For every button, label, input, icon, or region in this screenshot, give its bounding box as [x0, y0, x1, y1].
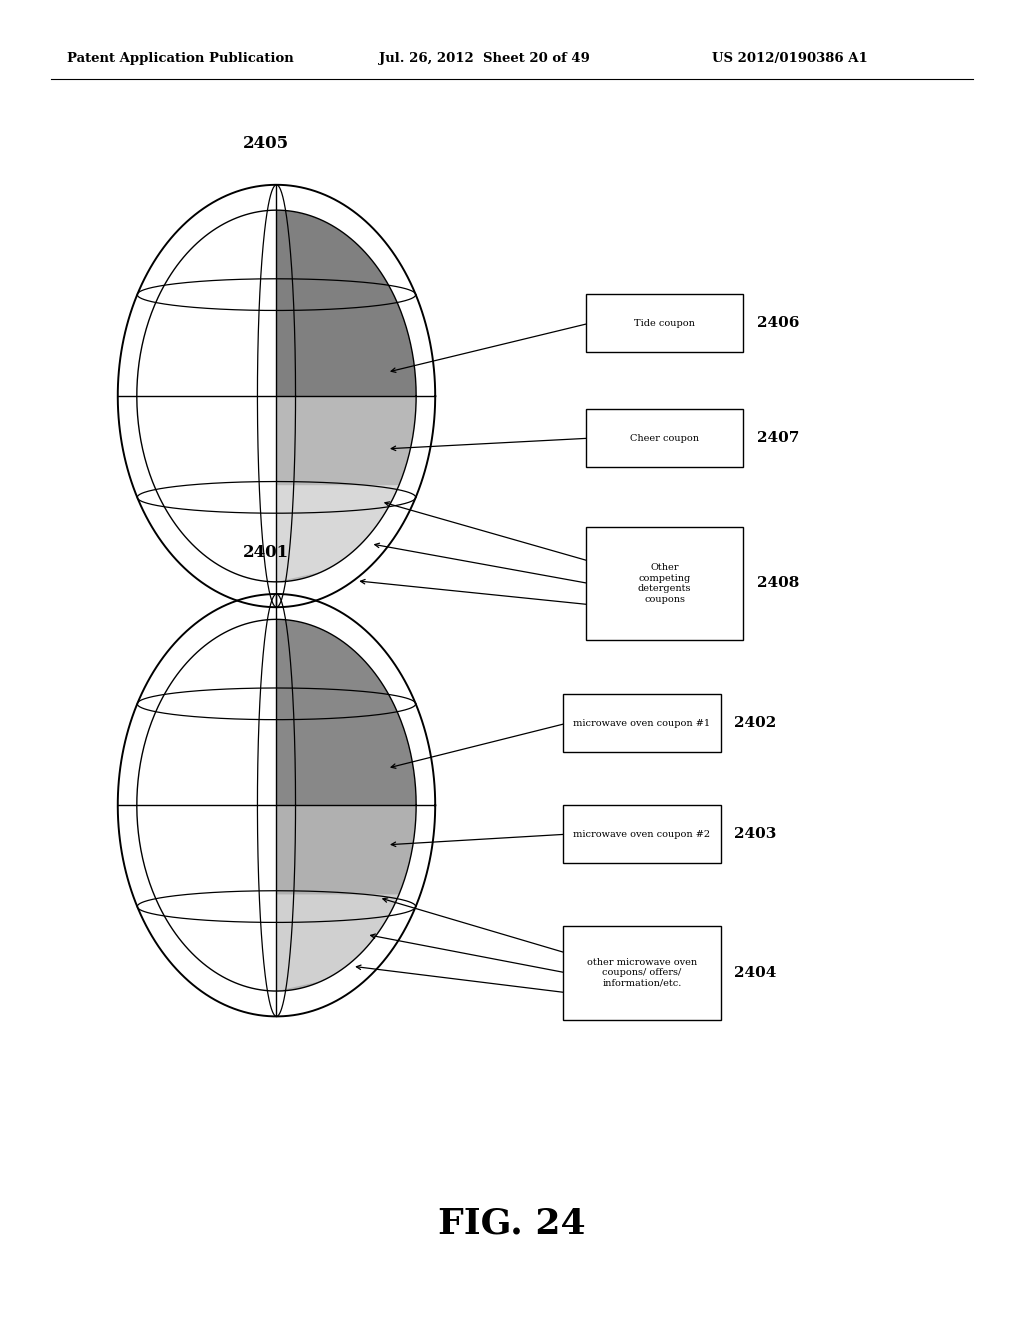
Polygon shape	[276, 895, 416, 991]
Text: Other
competing
detergents
coupons: Other competing detergents coupons	[638, 564, 691, 603]
Text: microwave oven coupon #1: microwave oven coupon #1	[573, 719, 711, 727]
Text: 2407: 2407	[757, 432, 799, 445]
FancyBboxPatch shape	[586, 527, 743, 640]
Text: 2408: 2408	[757, 577, 799, 590]
Text: 2403: 2403	[734, 828, 776, 841]
FancyBboxPatch shape	[586, 294, 743, 352]
Text: 2401: 2401	[243, 544, 290, 561]
FancyBboxPatch shape	[563, 927, 721, 1019]
Text: Patent Application Publication: Patent Application Publication	[67, 51, 293, 65]
Polygon shape	[276, 805, 416, 991]
Polygon shape	[276, 619, 416, 805]
Polygon shape	[276, 210, 416, 396]
Text: 2402: 2402	[734, 717, 776, 730]
Polygon shape	[276, 396, 416, 582]
Text: 2406: 2406	[757, 317, 799, 330]
FancyBboxPatch shape	[563, 694, 721, 752]
Text: Cheer coupon: Cheer coupon	[630, 434, 699, 442]
FancyBboxPatch shape	[586, 409, 743, 467]
Text: 2405: 2405	[243, 135, 290, 152]
Text: microwave oven coupon #2: microwave oven coupon #2	[573, 830, 711, 838]
Text: 2404: 2404	[734, 966, 776, 979]
Text: other microwave oven
coupons/ offers/
information/etc.: other microwave oven coupons/ offers/ in…	[587, 958, 697, 987]
FancyBboxPatch shape	[563, 805, 721, 863]
Text: FIG. 24: FIG. 24	[438, 1206, 586, 1241]
Text: Jul. 26, 2012  Sheet 20 of 49: Jul. 26, 2012 Sheet 20 of 49	[379, 51, 590, 65]
Text: Tide coupon: Tide coupon	[634, 319, 695, 327]
Text: US 2012/0190386 A1: US 2012/0190386 A1	[712, 51, 867, 65]
Polygon shape	[276, 486, 416, 582]
